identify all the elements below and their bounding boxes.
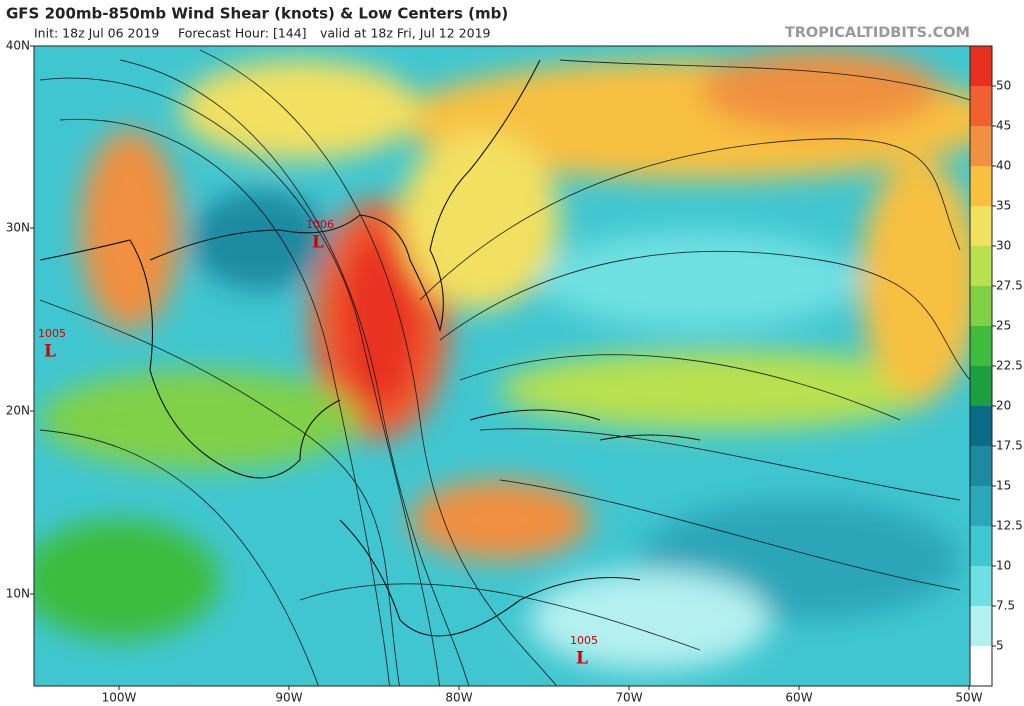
colorbar-label: 40 [996, 159, 1011, 173]
colorbar-band [970, 366, 992, 406]
colorbar-label: 35 [996, 199, 1011, 213]
colorbar-label: 45 [996, 119, 1011, 133]
valid-time: valid at 18z Fri, Jul 12 2019 [320, 26, 491, 41]
colorbar-label: 7.5 [996, 599, 1015, 613]
forecast-hour: Forecast Hour: [144] [178, 26, 307, 41]
colorbar-label: 15 [996, 479, 1011, 493]
colorbar-label: 12.5 [996, 519, 1023, 533]
longitude-label: 80W [445, 691, 472, 705]
colorbar-band [970, 526, 992, 566]
longitude-label: 100W [102, 691, 137, 705]
low-symbol: L [44, 342, 56, 362]
low-pressure: 1006 [306, 218, 334, 231]
low-pressure: 1005 [38, 327, 66, 340]
map-field [34, 46, 970, 686]
colorbar-band [970, 86, 992, 126]
colorbar-label: 25 [996, 319, 1011, 333]
colorbar-label: 20 [996, 399, 1011, 413]
init-time: Init: 18z Jul 06 2019 [34, 26, 159, 41]
colorbar-label: 5 [996, 639, 1004, 653]
site-name: TROPICALTIDBITS.COM [785, 25, 970, 41]
colorbar-label: 22.5 [996, 359, 1023, 373]
colorbar-band [970, 286, 992, 326]
low-symbol: L [576, 649, 588, 669]
title: GFS 200mb-850mb Wind Shear (knots) & Low… [6, 5, 508, 23]
latitude-label: 30N [6, 221, 30, 235]
colorbar-band [970, 166, 992, 206]
colorbar-band [970, 206, 992, 246]
latitude-label: 40N [6, 39, 30, 53]
colorbar-band [970, 606, 992, 646]
colorbar-label: 30 [996, 239, 1011, 253]
latitude-label: 20N [6, 404, 30, 418]
longitude-label: 60W [785, 691, 812, 705]
colorbar-band [970, 406, 992, 446]
low-pressure: 1005 [570, 634, 598, 647]
colorbar-band [970, 46, 992, 86]
colorbar-band [970, 126, 992, 166]
colorbar-label: 10 [996, 559, 1011, 573]
colorbar-label: 50 [996, 79, 1011, 93]
longitude-label: 70W [615, 691, 642, 705]
colorbar-band [970, 646, 992, 686]
colorbar-band [970, 326, 992, 366]
longitude-label: 90W [275, 691, 302, 705]
colorbar-band [970, 486, 992, 526]
low-symbol: L [312, 233, 324, 253]
colorbar-band [970, 246, 992, 286]
latitude-label: 10N [6, 587, 30, 601]
colorbar-band [970, 446, 992, 486]
colorbar-label: 27.5 [996, 279, 1023, 293]
longitude-label: 50W [955, 691, 982, 705]
colorbar-label: 17.5 [996, 439, 1023, 453]
colorbar-band [970, 566, 992, 606]
